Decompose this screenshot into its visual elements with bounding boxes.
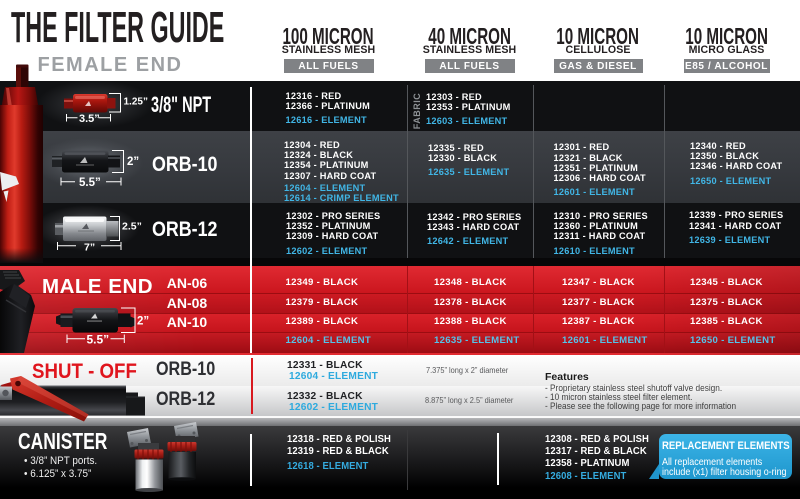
svg-text:3.5”: 3.5” [79,113,100,125]
svg-text:2”: 2” [127,156,139,168]
svg-text:7”: 7” [84,242,95,254]
svg-text:2”: 2” [137,316,149,328]
svg-text:5.5”: 5.5” [79,177,101,189]
svg-text:2.5”: 2.5” [122,221,142,233]
svg-text:5.5”: 5.5” [87,333,110,347]
svg-text:1.25”: 1.25” [124,97,148,108]
